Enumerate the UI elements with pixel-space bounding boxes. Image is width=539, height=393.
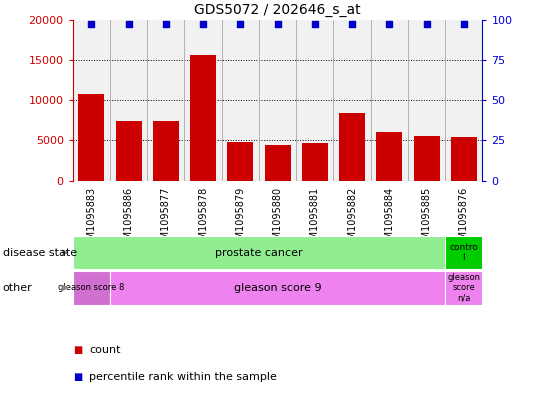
Text: gleason score 8: gleason score 8 (58, 283, 125, 292)
Bar (334, 20, 371, 181)
Point (422, 21, 431, 28)
Point (459, 21, 468, 28)
Bar (265, 145, 291, 181)
Bar (371, 20, 408, 181)
Bar (222, 20, 259, 181)
Point (385, 21, 393, 28)
Bar (302, 143, 328, 181)
Title: GDS5072 / 202646_s_at: GDS5072 / 202646_s_at (194, 3, 361, 17)
Bar (339, 113, 365, 181)
Point (310, 21, 319, 28)
Bar (110, 271, 445, 305)
Bar (73, 271, 110, 305)
Bar (408, 20, 445, 181)
Text: disease state: disease state (3, 248, 77, 257)
Point (199, 21, 208, 28)
Bar (115, 121, 142, 181)
Point (162, 21, 170, 28)
Point (87, 21, 96, 28)
Bar (445, 236, 482, 269)
Bar (445, 20, 482, 181)
Point (348, 21, 356, 28)
Point (273, 21, 282, 28)
Point (236, 21, 245, 28)
Text: ■: ■ (73, 345, 82, 355)
Bar (184, 20, 222, 181)
Bar (451, 137, 477, 181)
Bar (296, 20, 334, 181)
Bar (147, 20, 184, 181)
Bar (445, 271, 482, 305)
Text: prostate cancer: prostate cancer (215, 248, 303, 257)
Text: other: other (3, 283, 32, 293)
Bar (73, 20, 110, 181)
Bar (110, 20, 147, 181)
Text: count: count (89, 345, 120, 355)
Bar (413, 136, 440, 181)
Bar (259, 20, 296, 181)
Bar (78, 94, 105, 181)
Bar (376, 132, 402, 181)
Text: contro
l: contro l (450, 243, 478, 262)
Text: percentile rank within the sample: percentile rank within the sample (89, 372, 277, 382)
Text: gleason score 9: gleason score 9 (234, 283, 321, 293)
Text: ■: ■ (73, 372, 82, 382)
Text: gleason
score
n/a: gleason score n/a (447, 273, 480, 303)
Point (125, 21, 133, 28)
Bar (190, 55, 216, 181)
Bar (227, 142, 253, 181)
Bar (153, 121, 179, 181)
